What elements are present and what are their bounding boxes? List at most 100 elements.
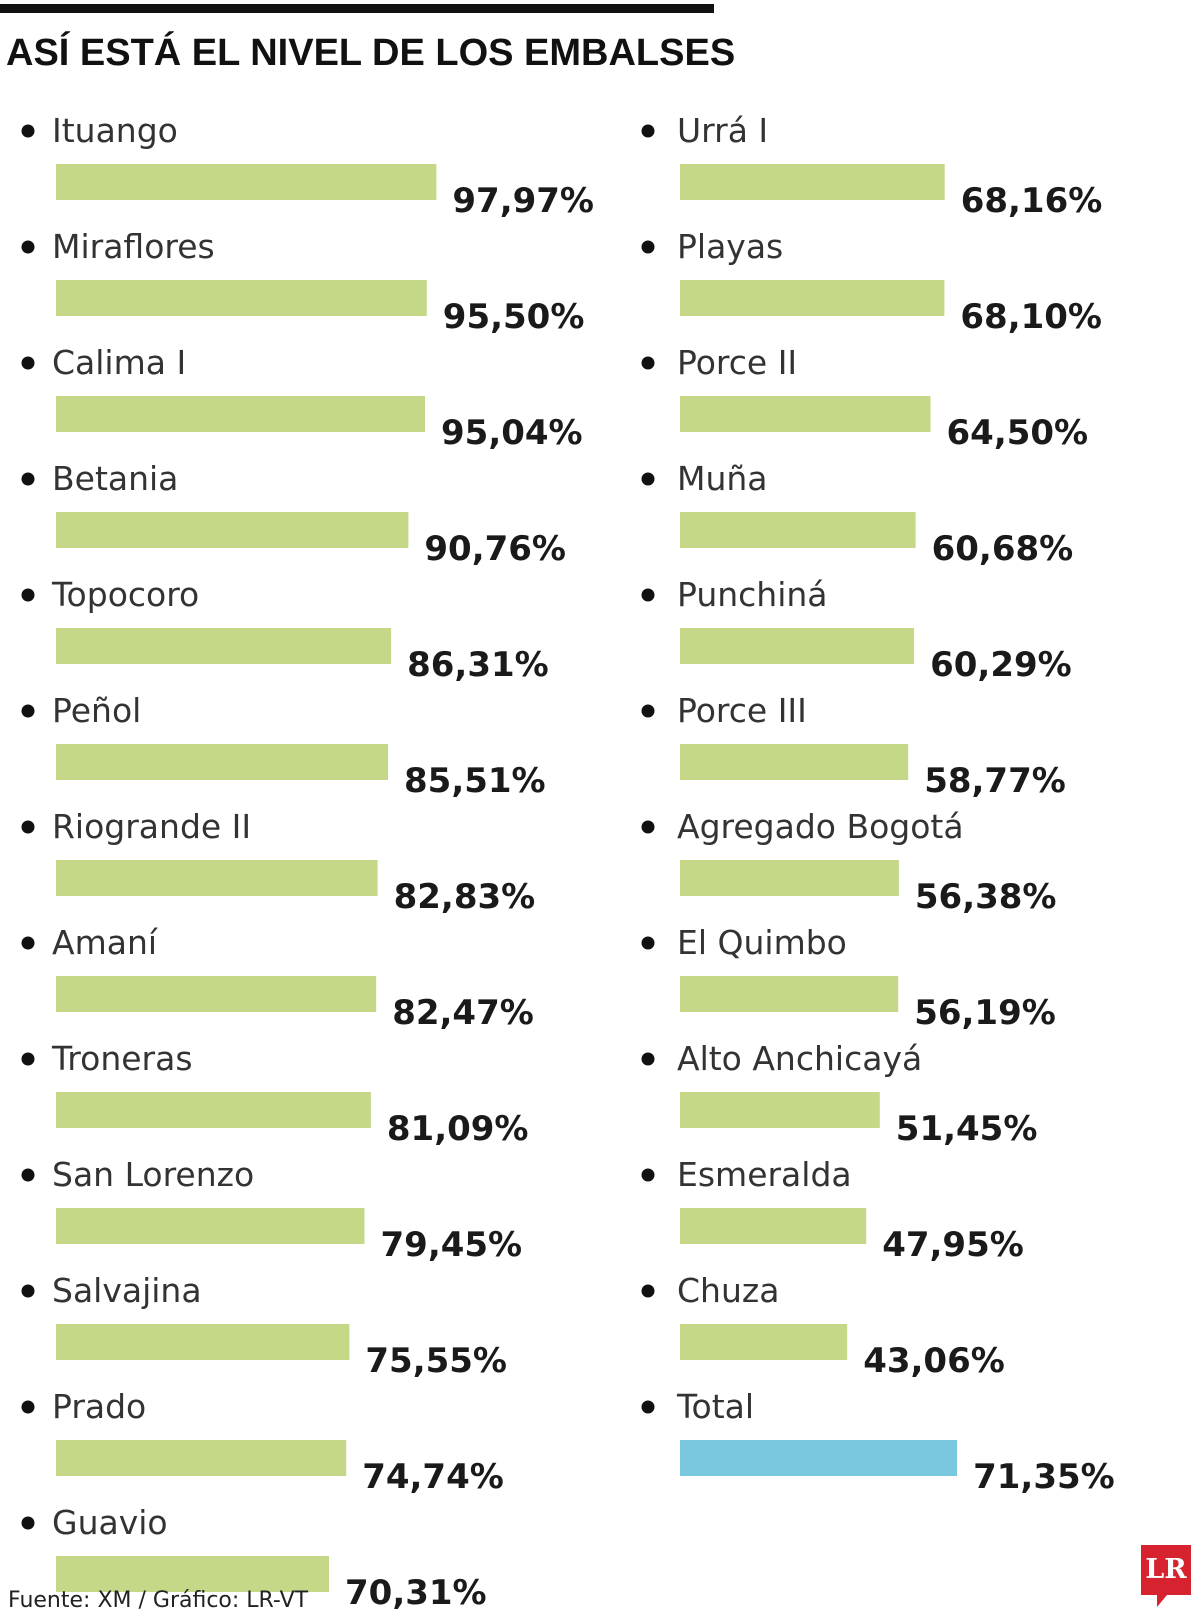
bar-value-muna: 60,68% (932, 529, 1074, 569)
bullet-icon (641, 124, 655, 138)
bar-value-chuza: 43,06% (863, 1341, 1005, 1381)
bar-riogrande-ii (56, 860, 378, 896)
bar-item-agregado-bogota: Agregado Bogotá 56,38% (641, 807, 1057, 917)
bullet-icon (21, 820, 35, 834)
bullet-icon (21, 472, 35, 486)
bar-label-salvajina: Salvajina (52, 1271, 202, 1310)
bar-label-porce-ii: Porce II (677, 343, 797, 382)
bullet-icon (641, 936, 655, 950)
bar-item-calima-i: Calima I 95,04% (21, 343, 583, 453)
bar-value-prado: 74,74% (362, 1457, 504, 1497)
bar-value-porce-ii: 64,50% (947, 413, 1089, 453)
bar-label-el-quimbo: El Quimbo (677, 923, 847, 962)
chart-title: ASÍ ESTÁ EL NIVEL DE LOS EMBALSES (6, 32, 736, 74)
bar-item-muna: Muña 60,68% (641, 459, 1074, 569)
bar-item-miraflores: Miraflores 95,50% (21, 227, 585, 337)
bullet-icon (641, 356, 655, 370)
bullet-icon (641, 1052, 655, 1066)
bar-value-betania: 90,76% (424, 529, 566, 569)
bar-label-betania: Betania (52, 459, 178, 498)
bar-label-topocoro: Topocoro (51, 575, 199, 614)
bullet-icon (21, 240, 35, 254)
bar-label-muna: Muña (677, 459, 768, 498)
bar-san-lorenzo (56, 1208, 365, 1244)
bullet-icon (641, 240, 655, 254)
bar-item-san-lorenzo: San Lorenzo 79,45% (21, 1155, 523, 1265)
bar-item-salvajina: Salvajina 75,55% (21, 1271, 507, 1381)
bar-label-calima-i: Calima I (52, 343, 186, 382)
bullet-icon (21, 936, 35, 950)
bar-item-urra-i: Urrá I 68,16% (641, 111, 1103, 221)
bar-prado (56, 1440, 347, 1476)
bar-playas (680, 280, 945, 316)
bar-total (680, 1440, 958, 1476)
bar-label-penol: Peñol (52, 691, 141, 730)
bar-label-agregado-bogota: Agregado Bogotá (677, 807, 964, 846)
bullet-icon (21, 1168, 35, 1182)
bar-item-prado: Prado 74,74% (21, 1387, 504, 1497)
bar-value-alto-anchicaya: 51,45% (896, 1109, 1038, 1149)
bar-item-chuza: Chuza 43,06% (641, 1271, 1005, 1381)
bar-betania (56, 512, 409, 548)
bar-porce-ii (680, 396, 931, 432)
bullet-icon (641, 588, 655, 602)
bullet-icon (21, 1052, 35, 1066)
bar-item-penol: Peñol 85,51% (21, 691, 546, 801)
bullet-icon (21, 1284, 35, 1298)
bar-topocoro (56, 628, 392, 664)
bar-value-miraflores: 95,50% (443, 297, 585, 337)
bullet-icon (21, 356, 35, 370)
bar-label-urra-i: Urrá I (677, 111, 768, 150)
bar-value-amani: 82,47% (392, 993, 534, 1033)
bar-value-playas: 68,10% (960, 297, 1102, 337)
bar-label-playas: Playas (677, 227, 783, 266)
bullet-icon (21, 704, 35, 718)
bar-label-troneras: Troneras (51, 1039, 193, 1078)
bar-item-riogrande-ii: Riogrande II 82,83% (21, 807, 536, 917)
bar-value-salvajina: 75,55% (365, 1341, 507, 1381)
bar-value-guavio: 70,31% (345, 1573, 487, 1613)
bar-item-troneras: Troneras 81,09% (21, 1039, 529, 1149)
top-rule (0, 4, 714, 13)
bar-alto-anchicaya (680, 1092, 880, 1128)
bar-item-ituango: Ituango 97,97% (21, 111, 594, 221)
bar-item-playas: Playas 68,10% (641, 227, 1102, 337)
bullet-icon (21, 588, 35, 602)
bar-label-chuza: Chuza (677, 1271, 779, 1310)
bar-item-el-quimbo: El Quimbo 56,19% (641, 923, 1056, 1033)
bar-item-alto-anchicaya: Alto Anchicayá 51,45% (641, 1039, 1038, 1149)
bullet-icon (21, 1516, 35, 1530)
bar-value-agregado-bogota: 56,38% (915, 877, 1057, 917)
bar-guavio (56, 1556, 329, 1592)
bullet-icon (641, 1168, 655, 1182)
bar-label-ituango: Ituango (52, 111, 178, 150)
bar-item-total: Total 71,35% (641, 1387, 1115, 1497)
bar-label-alto-anchicaya: Alto Anchicayá (677, 1039, 922, 1078)
bullet-icon (21, 124, 35, 138)
source-note: Fuente: XM / Gráfico: LR-VT (8, 1588, 309, 1613)
lr-logo: LR (1141, 1545, 1191, 1607)
bar-item-porce-iii: Porce III 58,77% (641, 691, 1066, 801)
bar-el-quimbo (680, 976, 899, 1012)
bar-label-porce-iii: Porce III (677, 691, 807, 730)
bar-value-calima-i: 95,04% (441, 413, 583, 453)
bar-punchina (680, 628, 915, 664)
bullet-icon (641, 704, 655, 718)
bar-item-betania: Betania 90,76% (21, 459, 566, 569)
bar-label-guavio: Guavio (52, 1503, 168, 1542)
bar-value-porce-iii: 58,77% (924, 761, 1066, 801)
bar-amani (56, 976, 377, 1012)
bar-troneras (56, 1092, 371, 1128)
bar-value-total: 71,35% (973, 1457, 1115, 1497)
bar-ituango (56, 164, 437, 200)
bullet-icon (21, 1400, 35, 1414)
bar-label-total: Total (676, 1387, 754, 1426)
bar-value-esmeralda: 47,95% (882, 1225, 1024, 1265)
bar-value-riogrande-ii: 82,83% (394, 877, 536, 917)
bar-calima-i (56, 396, 425, 432)
bar-urra-i (680, 164, 945, 200)
bar-value-urra-i: 68,16% (961, 181, 1103, 221)
bar-label-amani: Amaní (52, 923, 159, 962)
bar-value-san-lorenzo: 79,45% (381, 1225, 523, 1265)
